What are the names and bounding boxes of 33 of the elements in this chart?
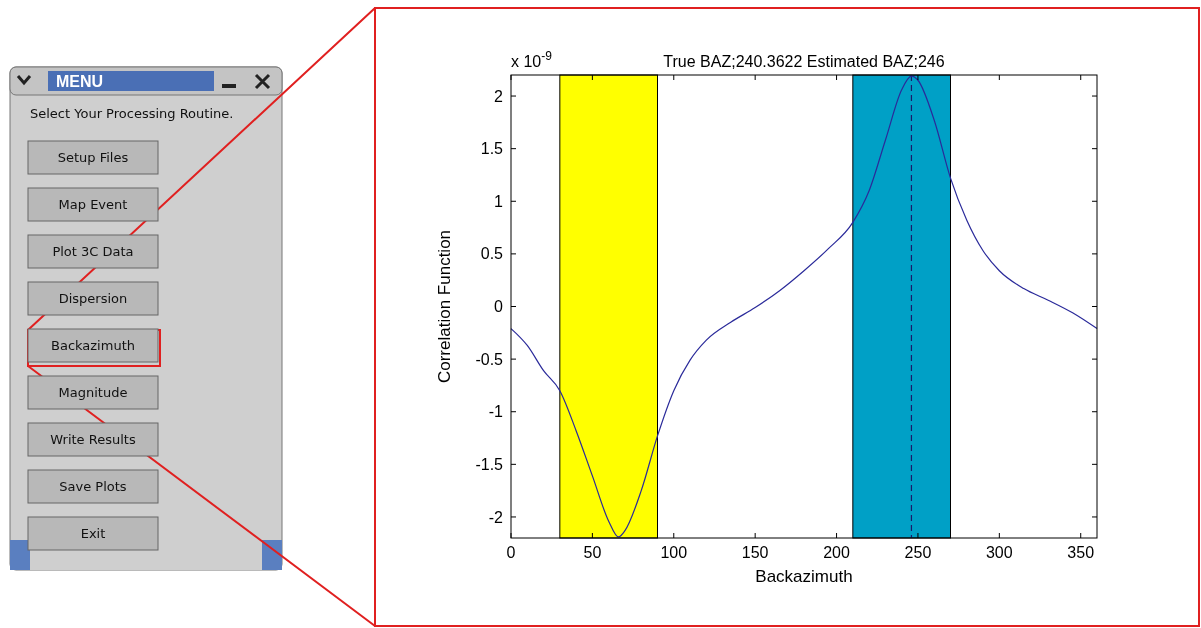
text: Exit — [80, 526, 106, 541]
text: x 10$^{-9}$ — [511, 49, 553, 70]
text: Backazimuth — [51, 338, 135, 353]
y-tick-label: -1 — [488, 403, 504, 421]
text: Plot 3C Data — [52, 244, 134, 259]
y-tick-label: 2 — [494, 87, 504, 105]
y-tick-label: 0 — [494, 298, 504, 316]
y-tick-label: 1 — [494, 192, 504, 210]
x-tick-label: 150 — [741, 544, 769, 561]
text: Magnitude — [58, 385, 128, 400]
x-tick-label: 200 — [823, 544, 850, 561]
x-tick-label: 250 — [904, 544, 932, 561]
x-tick-label: 0 — [506, 544, 516, 561]
text: Setup Files — [57, 150, 129, 165]
chart-title: True BAZ;240.3622 Estimated BAZ;246 — [663, 53, 945, 70]
y-tick-label: -0.5 — [475, 350, 504, 368]
text: Write Results — [50, 432, 136, 447]
text: Select Your Processing Routine. — [30, 106, 234, 121]
x-tick-label: 50 — [583, 544, 602, 561]
x-axis-title: Backazimuth — [755, 567, 853, 586]
x-tick-label: 300 — [985, 544, 1013, 561]
text: MENU — [56, 73, 104, 90]
text: Map Event — [58, 197, 128, 212]
y-tick-label: -1.5 — [475, 455, 504, 473]
y-axis-title: Correlation Function — [435, 229, 454, 384]
line-series — [510, 75, 1098, 538]
y-tick-label: 0.5 — [480, 245, 504, 263]
y-tick-label: 1.5 — [480, 140, 504, 158]
text: Dispersion — [58, 291, 128, 306]
x-tick-label: 350 — [1067, 544, 1095, 561]
y-tick-label: -2 — [488, 508, 504, 526]
x-tick-label: 100 — [660, 544, 688, 561]
text: Save Plots — [59, 479, 127, 494]
